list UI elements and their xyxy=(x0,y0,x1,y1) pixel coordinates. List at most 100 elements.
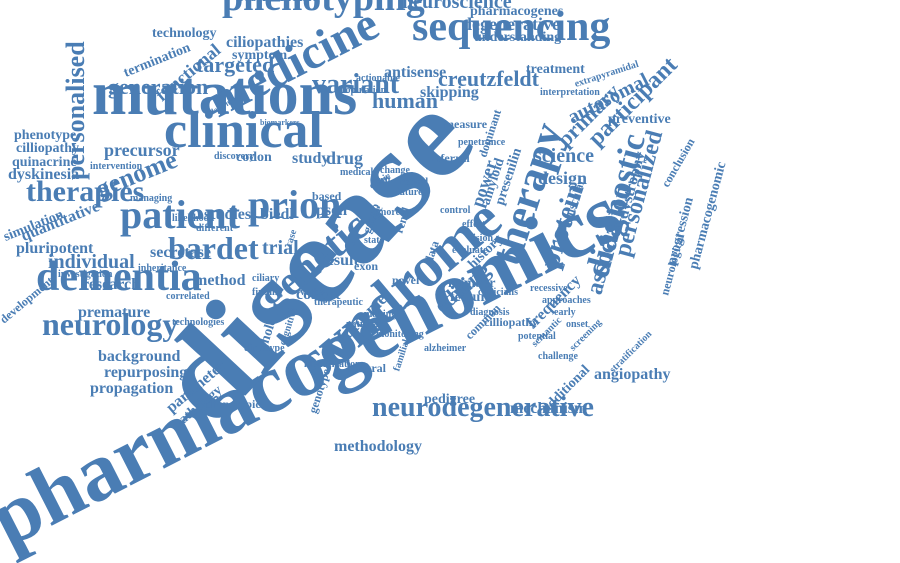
cloud-word: penetrance xyxy=(458,137,506,148)
cloud-word: design xyxy=(538,168,588,188)
cloud-word: human xyxy=(372,88,439,113)
cloud-word: cell xyxy=(376,175,391,186)
cloud-word: vision xyxy=(468,233,494,244)
cloud-word: correlated xyxy=(166,291,210,302)
cloud-word: pluripotent xyxy=(16,240,94,257)
cloud-word: measure xyxy=(444,117,488,131)
cloud-word: premature xyxy=(78,304,151,321)
cloud-word: intervention xyxy=(90,161,143,172)
cloud-word: potential xyxy=(518,331,556,342)
cloud-word: dominant xyxy=(475,107,505,159)
cloud-word: different xyxy=(196,223,234,234)
cloud-word: onset xyxy=(566,319,589,330)
cloud-word: mechanism xyxy=(510,400,588,417)
cloud-word: skipping xyxy=(420,84,479,101)
cloud-word: research xyxy=(82,276,141,293)
cloud-word: individual xyxy=(48,251,135,273)
cloud-word: challenge xyxy=(538,351,578,362)
cloud-word: symptom xyxy=(232,48,288,63)
cloud-word: neurodegenerative xyxy=(372,392,594,423)
cloud-word: based xyxy=(312,189,342,203)
cloud-word: cohort xyxy=(296,286,341,303)
cloud-word: making xyxy=(364,309,397,320)
cloud-word: monitoring xyxy=(376,329,424,340)
cloud-word: pharmacogenomic xyxy=(686,160,730,271)
cloud-word: targeted xyxy=(196,52,275,77)
cloud-word: likelihood xyxy=(172,213,215,224)
cloud-word: future xyxy=(396,187,423,198)
cloud-word: national xyxy=(346,319,382,330)
cloud-word: early xyxy=(554,307,576,318)
cloud-word: therapeutic xyxy=(314,297,363,308)
cloud-word: degenerative xyxy=(462,14,560,34)
cloud-word: ciliopathies xyxy=(226,34,304,51)
cloud-word: more xyxy=(378,207,401,218)
cloud-word: methodology xyxy=(334,438,422,455)
cloud-word: angiopathy xyxy=(594,366,671,383)
cloud-word: mutations xyxy=(92,60,358,128)
cloud-word: treatment xyxy=(526,62,585,77)
cloud-word: feature xyxy=(450,290,493,305)
cloud-word: alzheimer xyxy=(424,343,467,354)
cloud-word: interpretation xyxy=(540,87,600,98)
cloud-word: technology xyxy=(152,26,217,41)
cloud-word: dementia xyxy=(36,254,202,300)
cloud-word: patient xyxy=(120,192,240,237)
cloud-word: phenotypic xyxy=(204,397,261,411)
cloud-word: cilliopathy xyxy=(16,141,80,156)
cloud-word: psen xyxy=(316,202,348,219)
cloud-word: change xyxy=(380,165,410,176)
cloud-word: background xyxy=(98,348,181,365)
cloud-word: novel xyxy=(392,273,420,287)
cloud-word: sequencing xyxy=(412,4,611,50)
cloud-word: pedigree xyxy=(424,392,476,407)
cloud-word: natural xyxy=(348,361,387,375)
cloud-word: antisense xyxy=(384,64,447,81)
cloud-word: discovery xyxy=(214,151,255,162)
cloud-word: understanding xyxy=(474,30,562,45)
cloud-word: identification xyxy=(304,359,361,370)
cloud-word: variant xyxy=(312,69,400,100)
cloud-word: prion xyxy=(248,182,342,227)
cloud-word: clinical xyxy=(164,102,323,159)
cloud-word: drug xyxy=(326,148,364,168)
cloud-word: verbal xyxy=(300,287,328,298)
cloud-word: therapies xyxy=(26,175,145,208)
cloud-word: technologies xyxy=(172,317,225,328)
cloud-word: study xyxy=(292,150,330,167)
cloud-word: cilliopathy xyxy=(484,315,539,329)
cloud-word: biomedicine xyxy=(236,0,319,5)
cloud-word: diagnosis xyxy=(470,307,510,318)
cloud-word: neuroscience xyxy=(402,0,512,13)
cloud-word: biomarkers xyxy=(260,118,300,127)
cloud-word: finding xyxy=(252,287,283,298)
cloud-word: pharmacogenes xyxy=(470,4,564,19)
cloud-word: phenotyping xyxy=(222,0,425,17)
cloud-word: result xyxy=(320,252,359,269)
cloud-word: generation xyxy=(108,74,209,99)
cloud-word: population xyxy=(340,85,387,96)
cloud-word: codon xyxy=(236,150,272,165)
cloud-word: medical xyxy=(340,167,374,178)
cloud-word: evaluate xyxy=(452,245,488,256)
cloud-word: propagation xyxy=(90,380,174,397)
cloud-word: studies xyxy=(204,206,252,223)
cloud-word: state xyxy=(364,235,384,246)
cloud-word: number xyxy=(448,276,496,291)
cloud-word: approaches xyxy=(542,295,591,306)
cloud-word: exon xyxy=(354,259,378,273)
cloud-word: actionable xyxy=(356,73,400,84)
cloud-word: neurological xyxy=(657,232,688,297)
cloud-word: preventive xyxy=(608,112,671,127)
cloud-word: diptotype xyxy=(244,343,285,354)
cloud-word: recessive xyxy=(530,283,568,294)
cloud-word: method xyxy=(194,272,246,289)
cloud-word: precursor xyxy=(104,140,180,160)
cloud-word: science xyxy=(534,145,594,167)
cloud-word: quinacrine xyxy=(12,155,77,170)
cloud-word: investigation xyxy=(58,269,113,280)
cloud-word: biedl xyxy=(260,206,294,223)
cloud-word: effect xyxy=(462,219,486,230)
cloud-word: phenotype xyxy=(14,128,77,143)
